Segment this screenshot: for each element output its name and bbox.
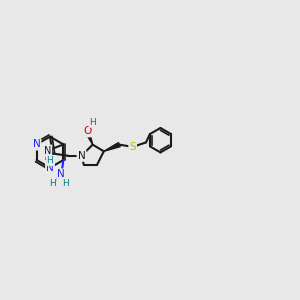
Text: N: N bbox=[78, 151, 86, 161]
Polygon shape bbox=[104, 142, 120, 151]
Text: H: H bbox=[89, 118, 96, 127]
Text: N: N bbox=[57, 169, 65, 179]
Text: N: N bbox=[44, 146, 51, 156]
Text: S: S bbox=[129, 142, 136, 152]
Polygon shape bbox=[85, 130, 93, 145]
Text: O: O bbox=[83, 126, 91, 136]
Text: H: H bbox=[46, 156, 53, 165]
Text: N: N bbox=[33, 140, 41, 149]
Text: N: N bbox=[46, 163, 54, 173]
Text: H: H bbox=[49, 179, 56, 188]
Text: H: H bbox=[62, 179, 69, 188]
